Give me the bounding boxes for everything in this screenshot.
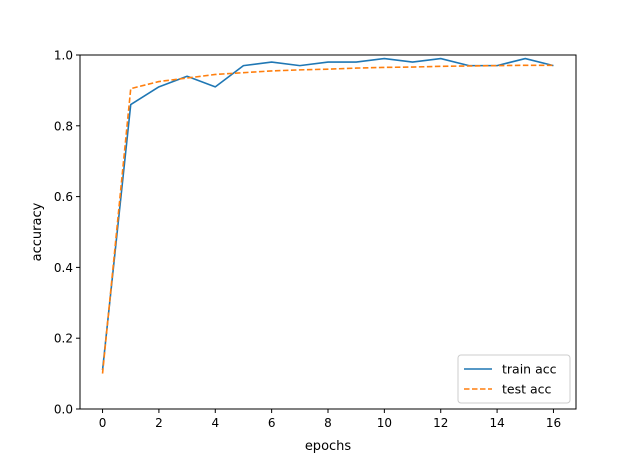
series-line-train-acc bbox=[101, 57, 554, 371]
x-tick-label: 0 bbox=[99, 416, 107, 430]
legend-box bbox=[457, 354, 571, 404]
legend-label: test acc bbox=[502, 382, 552, 397]
y-tick-label: 0.0 bbox=[54, 403, 73, 417]
y-axis: 0.0 0.2 0.4 0.6 0.8 1.0 bbox=[54, 49, 80, 417]
y-tick-label: 1.0 bbox=[54, 49, 73, 63]
y-tick-label: 0.6 bbox=[54, 190, 73, 204]
x-tick-label: 14 bbox=[489, 416, 504, 430]
series-line-test-acc bbox=[101, 64, 554, 374]
legend-label: train acc bbox=[502, 362, 557, 377]
legend: train acc test acc bbox=[457, 354, 571, 404]
series-layer bbox=[101, 57, 554, 374]
x-tick-label: 10 bbox=[377, 416, 392, 430]
x-tick-label: 2 bbox=[155, 416, 163, 430]
x-axis: 0 2 4 6 8 10 12 14 16 bbox=[99, 409, 561, 430]
y-axis-label: accuracy bbox=[30, 202, 45, 261]
x-tick-label: 4 bbox=[211, 416, 219, 430]
x-tick-label: 8 bbox=[324, 416, 332, 430]
y-tick-label: 0.8 bbox=[54, 119, 73, 133]
x-tick-label: 12 bbox=[433, 416, 448, 430]
x-axis-label: epochs bbox=[305, 439, 352, 454]
x-tick-label: 6 bbox=[268, 416, 276, 430]
x-tick-label: 16 bbox=[546, 416, 561, 430]
y-tick-label: 0.2 bbox=[54, 332, 73, 346]
y-tick-label: 0.4 bbox=[54, 261, 73, 275]
